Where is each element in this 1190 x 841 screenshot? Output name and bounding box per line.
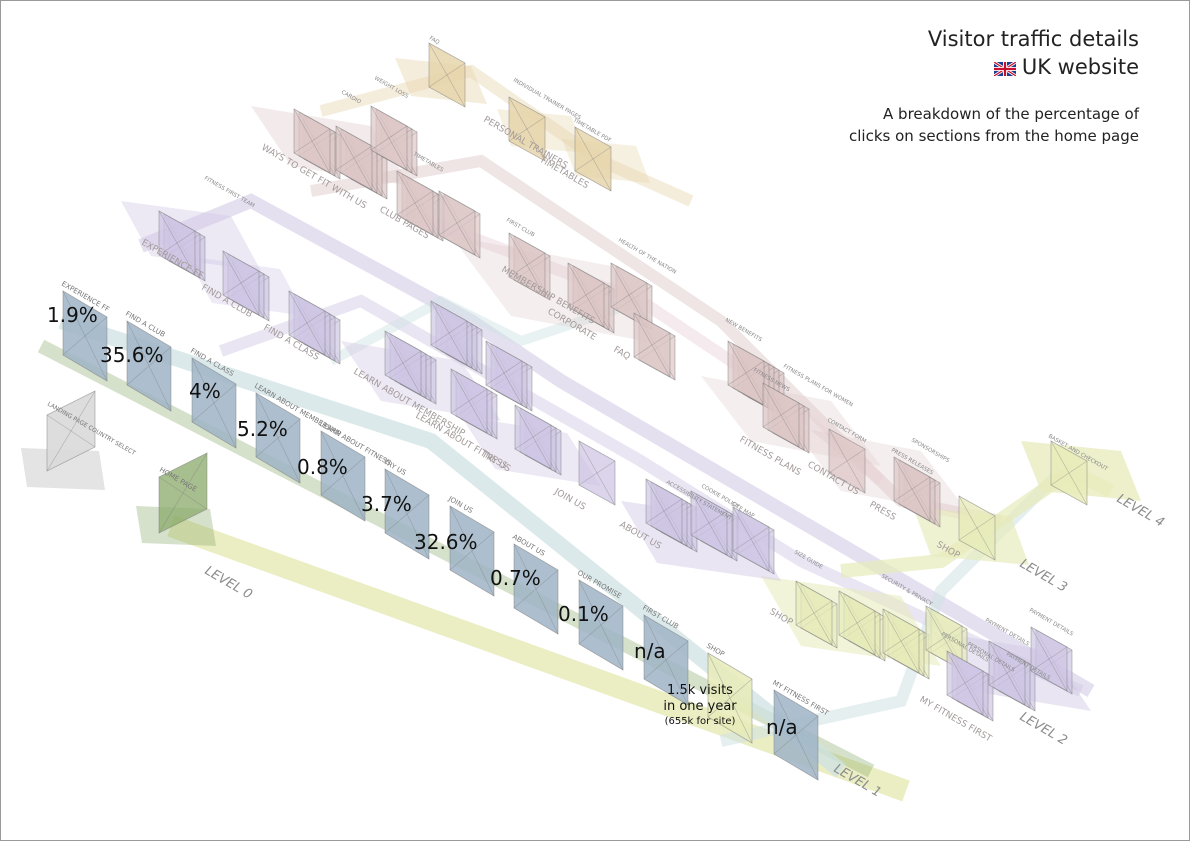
platform-level0-home — [136, 506, 216, 546]
page-card-level1-5 — [384, 468, 430, 560]
page-stack-learn-fitness-0 — [450, 368, 488, 434]
page-stack-findclass-0 — [288, 290, 326, 356]
pct-our-promise: 0.1% — [558, 602, 609, 626]
page-stack-findclub-0 — [222, 250, 260, 316]
page-card-level1-8 — [578, 579, 624, 671]
description: A breakdown of the percentage of clicks … — [849, 103, 1139, 147]
shop-visits-line-1: 1.5k visits — [667, 683, 733, 698]
pct-learn-about-membership: 5.2% — [237, 417, 288, 441]
page-stack-timetables-0 — [438, 190, 476, 256]
page-card-shop-l3 — [958, 495, 996, 561]
page-stack-membership-2-0 — [567, 262, 605, 328]
shop-visits-line-2: in one year — [663, 699, 737, 714]
page-card-level1-2 — [191, 357, 237, 449]
page-card-trainers — [508, 96, 546, 162]
pct-learn-about-fitness: 0.8% — [297, 455, 348, 479]
page-card-timetable-pdf — [574, 126, 612, 192]
level-label-3: LEVEL 3 — [1017, 556, 1070, 595]
page-stack-try-0 — [514, 404, 552, 470]
description-line-1: A breakdown of the percentage of — [883, 105, 1139, 123]
page-stack-shop-1-0 — [795, 580, 833, 646]
page-stack-press-0 — [893, 456, 931, 522]
level-label-0: LEVEL 0 — [202, 563, 255, 602]
page-card-level1-1 — [126, 320, 172, 412]
section-label-6: JOIN US — [552, 486, 588, 512]
page-card-basket — [1050, 440, 1088, 506]
page-stack-account-3-0 — [1030, 626, 1068, 692]
page-stack-ways-2-0 — [335, 125, 373, 191]
platform-level0-landing — [21, 448, 105, 490]
page-stack-shop-3-0 — [882, 608, 920, 674]
page-stack-learn-fitness-2-0 — [485, 340, 523, 406]
shop-visits-note: 1.5k visits in one year (655k for site) — [641, 683, 759, 729]
pct-first-club: n/a — [634, 639, 666, 663]
page-stack-plans-0 — [762, 382, 800, 448]
flow-ribbon-teal-mid — [328, 295, 643, 366]
page-card-faq-top — [428, 42, 466, 108]
description-line-2: clicks on sections from the home page — [849, 127, 1139, 145]
page-title: Visitor traffic details — [927, 27, 1139, 51]
page-stack-account-1-0 — [946, 650, 984, 716]
page-card-level1-4 — [320, 430, 366, 522]
page-card-home — [158, 452, 208, 534]
page-stack-faq-0 — [633, 312, 671, 378]
section-label-19: PRESS — [868, 500, 898, 523]
flow-ribbon-lavender-a — [138, 193, 1095, 698]
shop-visits-line-3: (655k for site) — [664, 716, 736, 727]
pct-my-fitness-first: n/a — [766, 715, 798, 739]
page-card-level1-7 — [513, 543, 559, 635]
pct-find-a-class: 4% — [189, 379, 221, 403]
title-block: Visitor traffic details UK website — [928, 25, 1139, 81]
page-card-level1-3 — [255, 392, 301, 484]
page-cards — [46, 42, 1088, 781]
pct-find-a-club: 35.6% — [100, 343, 164, 367]
page-card-level1-0 — [62, 290, 108, 382]
page-stack-about-0 — [645, 478, 683, 544]
page-stack-club-0 — [396, 170, 434, 236]
page-card-level1-6 — [449, 505, 495, 597]
pct-about-us: 0.7% — [490, 566, 541, 590]
flow-ribbon-level1-teal — [58, 313, 847, 778]
page-stack-learn-membership-2-0 — [430, 300, 468, 366]
level-label-2: LEVEL 2 — [1017, 709, 1070, 748]
platform-level2-membership — [451, 236, 671, 346]
page-stack-experience-0 — [158, 210, 196, 276]
site-name: UK website — [928, 53, 1139, 81]
page-stack-membership-1-0 — [508, 232, 546, 298]
page-stack-about-2-0 — [690, 490, 728, 556]
pct-join-us: 32.6% — [414, 530, 478, 554]
page-stack-ways-3-0 — [370, 105, 408, 171]
page-card-contact-form — [828, 428, 866, 494]
page-card-landing — [46, 390, 96, 472]
page-stack-shop-2-0 — [838, 590, 876, 656]
page-stack-learn-membership-0 — [384, 330, 422, 396]
page-stack-ways-1-0 — [293, 108, 331, 174]
level-label-4: LEVEL 4 — [1114, 491, 1167, 530]
page-card-payment — [578, 440, 616, 506]
page-stack-about-3-0 — [732, 506, 770, 572]
pct-experience-ff: 1.9% — [47, 303, 98, 327]
uk-flag-icon — [993, 62, 1016, 76]
page-card-level1-11 — [773, 689, 819, 781]
pct-try-us: 3.7% — [361, 492, 412, 516]
page-card-level1-10 — [707, 652, 753, 744]
section-label-16: FAQ — [612, 345, 632, 362]
page-stack-account-2-0 — [988, 640, 1026, 706]
detail-label-0: FAQ — [428, 36, 441, 47]
site-name-text: UK website — [1021, 55, 1139, 79]
page-card-level1-9 — [643, 614, 689, 706]
